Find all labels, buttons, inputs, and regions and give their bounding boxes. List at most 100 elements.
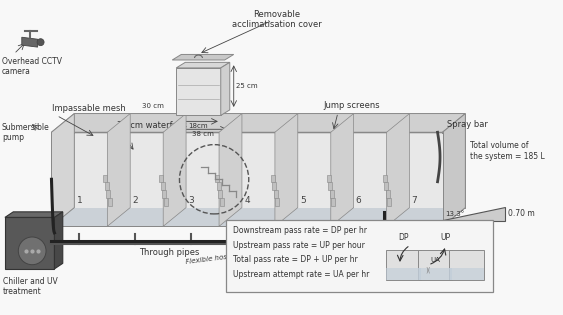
Text: 5: 5 <box>300 196 306 205</box>
Polygon shape <box>331 134 387 226</box>
Polygon shape <box>55 212 62 269</box>
Bar <box>418 268 453 280</box>
Polygon shape <box>51 209 108 226</box>
Polygon shape <box>383 175 387 182</box>
Text: Upstream pass rate = UP per hour: Upstream pass rate = UP per hour <box>233 241 364 249</box>
Polygon shape <box>330 190 334 198</box>
Text: 6: 6 <box>356 196 361 205</box>
Circle shape <box>19 237 46 265</box>
Polygon shape <box>387 113 409 226</box>
Polygon shape <box>387 209 443 226</box>
Polygon shape <box>51 113 74 226</box>
Text: Flexible hose recirculating water at 13 L min⁻¹: Flexible hose recirculating water at 13 … <box>185 238 348 265</box>
Polygon shape <box>327 175 331 182</box>
Polygon shape <box>220 198 224 206</box>
Bar <box>386 268 421 280</box>
Polygon shape <box>437 207 505 221</box>
Polygon shape <box>108 113 130 226</box>
Text: 13.3°: 13.3° <box>445 211 464 217</box>
Polygon shape <box>51 208 466 226</box>
Polygon shape <box>104 175 108 182</box>
Text: Submersible
pump: Submersible pump <box>2 123 50 142</box>
Polygon shape <box>218 190 222 198</box>
Text: 4: 4 <box>244 196 250 205</box>
Text: 3: 3 <box>188 196 194 205</box>
Text: UA: UA <box>430 257 440 263</box>
Text: Spray bar: Spray bar <box>448 120 488 129</box>
Polygon shape <box>162 190 166 198</box>
Polygon shape <box>22 37 38 47</box>
Text: Downstream pass rate = DP per hr: Downstream pass rate = DP per hr <box>233 226 367 235</box>
Polygon shape <box>217 182 221 190</box>
Text: 1: 1 <box>77 196 82 205</box>
Polygon shape <box>328 182 332 190</box>
Text: 7: 7 <box>412 196 417 205</box>
Text: 38 cm: 38 cm <box>192 131 214 137</box>
Polygon shape <box>275 113 298 226</box>
Polygon shape <box>176 62 230 68</box>
Text: Chiller and UV
treatment: Chiller and UV treatment <box>3 277 58 296</box>
Polygon shape <box>51 208 466 226</box>
Text: Through pipes: Through pipes <box>138 248 199 257</box>
Polygon shape <box>219 134 275 226</box>
Polygon shape <box>386 190 390 198</box>
Polygon shape <box>275 209 331 226</box>
Polygon shape <box>108 198 112 206</box>
Polygon shape <box>275 134 331 226</box>
Polygon shape <box>164 198 168 206</box>
Polygon shape <box>5 217 55 269</box>
Polygon shape <box>331 113 354 226</box>
Text: Upstream attempt rate = UA per hr: Upstream attempt rate = UA per hr <box>233 270 369 279</box>
Polygon shape <box>176 68 221 115</box>
Circle shape <box>37 39 44 46</box>
Text: 30 cm: 30 cm <box>142 102 164 109</box>
Polygon shape <box>51 134 108 226</box>
Polygon shape <box>159 175 163 182</box>
Bar <box>449 268 484 280</box>
Text: DP: DP <box>398 233 409 242</box>
Text: Total volume of
the system = 185 L: Total volume of the system = 185 L <box>470 141 545 161</box>
Polygon shape <box>271 175 275 182</box>
Text: UP: UP <box>440 233 450 242</box>
Bar <box>386 250 421 280</box>
Text: Total pass rate = DP + UP per hr: Total pass rate = DP + UP per hr <box>233 255 358 265</box>
Polygon shape <box>219 209 275 226</box>
Polygon shape <box>51 113 466 132</box>
Polygon shape <box>106 190 110 198</box>
Polygon shape <box>172 54 234 60</box>
Polygon shape <box>163 134 219 226</box>
Text: 2: 2 <box>132 196 138 205</box>
Polygon shape <box>331 198 335 206</box>
Polygon shape <box>384 182 388 190</box>
Text: 0.70 m: 0.70 m <box>508 209 535 218</box>
Polygon shape <box>163 209 219 226</box>
Bar <box>418 250 453 280</box>
Text: Jump screens: Jump screens <box>323 101 380 111</box>
Polygon shape <box>74 113 466 208</box>
Text: 7.5cm waterfalls: 7.5cm waterfalls <box>118 121 187 130</box>
Polygon shape <box>387 134 443 226</box>
Polygon shape <box>105 182 109 190</box>
Polygon shape <box>160 182 165 190</box>
Polygon shape <box>215 175 219 182</box>
Polygon shape <box>221 62 230 115</box>
Polygon shape <box>387 198 391 206</box>
Polygon shape <box>5 212 62 217</box>
Bar <box>226 220 493 292</box>
Polygon shape <box>108 209 163 226</box>
Polygon shape <box>108 134 163 226</box>
Text: 18cm: 18cm <box>189 123 208 129</box>
Polygon shape <box>443 113 466 226</box>
Bar <box>449 250 484 280</box>
Text: Impassable mesh: Impassable mesh <box>52 105 126 113</box>
Polygon shape <box>274 190 278 198</box>
Polygon shape <box>163 113 186 226</box>
Text: 25 cm: 25 cm <box>236 83 257 89</box>
Text: Removable
acclimatisation cover: Removable acclimatisation cover <box>233 9 322 29</box>
Polygon shape <box>331 209 387 226</box>
Text: )(: )( <box>426 266 431 272</box>
Polygon shape <box>275 198 279 206</box>
Polygon shape <box>272 182 276 190</box>
Polygon shape <box>219 113 242 226</box>
Text: 2.96 m: 2.96 m <box>458 226 485 235</box>
